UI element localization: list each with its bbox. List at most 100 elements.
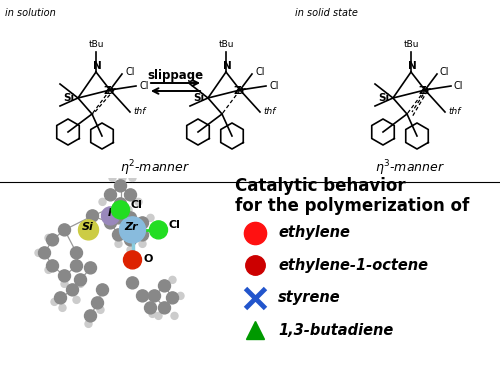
Text: thf: thf [133, 108, 145, 117]
Circle shape [66, 284, 78, 296]
Text: O: O [144, 254, 153, 264]
Circle shape [58, 270, 70, 282]
Text: Cl: Cl [139, 81, 148, 91]
Circle shape [51, 298, 58, 305]
Text: tBu: tBu [403, 40, 419, 49]
Circle shape [158, 280, 170, 292]
Text: for the polymerization of: for the polymerization of [235, 197, 469, 215]
Text: ethylene: ethylene [278, 225, 350, 240]
Text: Cl: Cl [130, 200, 142, 210]
Circle shape [86, 210, 99, 222]
Circle shape [177, 292, 184, 300]
Circle shape [155, 312, 162, 319]
Circle shape [166, 292, 178, 304]
Circle shape [45, 266, 52, 273]
Circle shape [124, 189, 136, 201]
Circle shape [46, 234, 58, 246]
Circle shape [102, 207, 119, 225]
Text: Si: Si [82, 222, 94, 232]
Text: Zr: Zr [418, 86, 432, 96]
Circle shape [46, 260, 58, 272]
Circle shape [99, 199, 106, 206]
Text: ethylene-1-octene: ethylene-1-octene [278, 258, 428, 273]
Circle shape [119, 174, 126, 181]
Circle shape [136, 229, 148, 241]
Circle shape [115, 240, 122, 247]
Circle shape [70, 247, 83, 259]
Text: Cl: Cl [440, 67, 450, 77]
Text: N: N [408, 61, 416, 71]
Circle shape [58, 224, 70, 236]
Circle shape [104, 217, 117, 229]
Circle shape [74, 274, 86, 286]
Text: Cl: Cl [125, 67, 134, 77]
Circle shape [148, 290, 160, 302]
Circle shape [92, 297, 104, 309]
Text: Catalytic behavior: Catalytic behavior [235, 177, 406, 195]
Text: $\eta^3$-manner: $\eta^3$-manner [375, 158, 445, 178]
Text: tBu: tBu [218, 40, 234, 49]
Text: Cl: Cl [269, 81, 278, 91]
Circle shape [127, 246, 134, 254]
Text: Si: Si [193, 93, 204, 103]
Circle shape [38, 247, 50, 259]
Circle shape [120, 217, 146, 243]
Circle shape [139, 240, 146, 247]
Text: Cl: Cl [168, 220, 180, 230]
Circle shape [112, 212, 124, 224]
Circle shape [149, 310, 156, 317]
Circle shape [125, 206, 132, 213]
Text: Cl: Cl [255, 67, 264, 77]
Circle shape [136, 290, 148, 302]
Text: N: N [222, 61, 232, 71]
Text: 1,3-butadiene: 1,3-butadiene [278, 323, 394, 338]
Circle shape [70, 260, 83, 272]
Text: in solution: in solution [5, 8, 56, 18]
Circle shape [150, 221, 168, 239]
Circle shape [136, 217, 148, 229]
Circle shape [129, 174, 136, 181]
Circle shape [135, 199, 142, 206]
Text: Cl: Cl [454, 81, 464, 91]
Circle shape [144, 302, 156, 314]
Text: thf: thf [263, 108, 276, 117]
Circle shape [84, 310, 96, 322]
Text: Zr: Zr [124, 222, 138, 232]
Text: N: N [92, 61, 102, 71]
Text: Si: Si [63, 93, 74, 103]
Circle shape [97, 307, 104, 314]
Circle shape [109, 174, 116, 181]
Text: Si: Si [378, 93, 389, 103]
Text: N: N [108, 208, 117, 218]
Circle shape [84, 262, 96, 274]
Circle shape [59, 304, 66, 311]
Circle shape [169, 277, 176, 284]
Circle shape [45, 234, 52, 241]
Circle shape [96, 284, 108, 296]
Circle shape [171, 312, 178, 319]
Circle shape [61, 280, 68, 287]
Circle shape [112, 201, 130, 219]
Circle shape [158, 302, 170, 314]
Text: in solid state: in solid state [295, 8, 358, 18]
Text: thf: thf [448, 108, 460, 117]
Text: Zr: Zr [104, 86, 117, 96]
Circle shape [124, 234, 136, 246]
Circle shape [77, 280, 84, 287]
Circle shape [114, 198, 126, 210]
Circle shape [35, 249, 42, 256]
Circle shape [114, 180, 126, 192]
Text: styrene: styrene [278, 290, 341, 305]
Circle shape [85, 320, 92, 327]
Circle shape [124, 251, 142, 269]
Text: slippage: slippage [147, 69, 203, 82]
Circle shape [78, 220, 98, 240]
Text: tBu: tBu [88, 40, 104, 49]
Circle shape [54, 292, 66, 304]
Circle shape [124, 212, 136, 224]
Circle shape [147, 292, 154, 300]
Circle shape [126, 277, 138, 289]
Circle shape [104, 189, 117, 201]
Circle shape [112, 229, 124, 241]
Circle shape [73, 296, 80, 303]
